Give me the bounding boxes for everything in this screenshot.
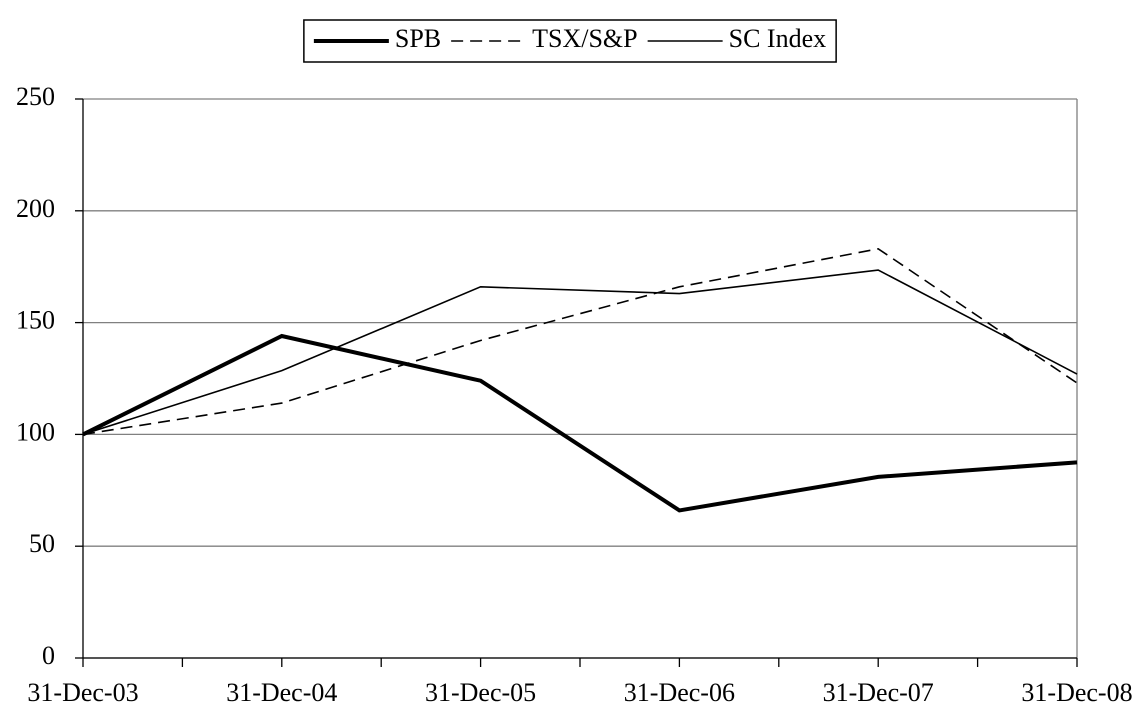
x-tick-label: 31-Dec-06 bbox=[624, 678, 735, 707]
series-line bbox=[82, 333, 1078, 513]
y-tick-label: 100 bbox=[16, 417, 55, 446]
legend-label: SPB bbox=[395, 24, 441, 53]
y-tick-label: 250 bbox=[16, 82, 55, 111]
y-tick-label: 150 bbox=[16, 306, 55, 335]
x-tick-label: 31-Dec-07 bbox=[823, 678, 934, 707]
series-line bbox=[82, 247, 1078, 436]
x-tick-label: 31-Dec-03 bbox=[27, 678, 138, 707]
x-tick-label: 31-Dec-05 bbox=[425, 678, 536, 707]
y-tick-label: 50 bbox=[29, 529, 55, 558]
y-tick-label: 0 bbox=[42, 641, 55, 670]
x-tick-label: 31-Dec-04 bbox=[226, 678, 337, 707]
legend-box bbox=[303, 19, 837, 63]
x-tick-label: 31-Dec-08 bbox=[1021, 678, 1132, 707]
y-tick-label: 200 bbox=[16, 194, 55, 223]
series-line bbox=[82, 269, 1078, 436]
legend-label: SC Index bbox=[729, 24, 827, 53]
legend-label: TSX/S&P bbox=[532, 24, 638, 53]
